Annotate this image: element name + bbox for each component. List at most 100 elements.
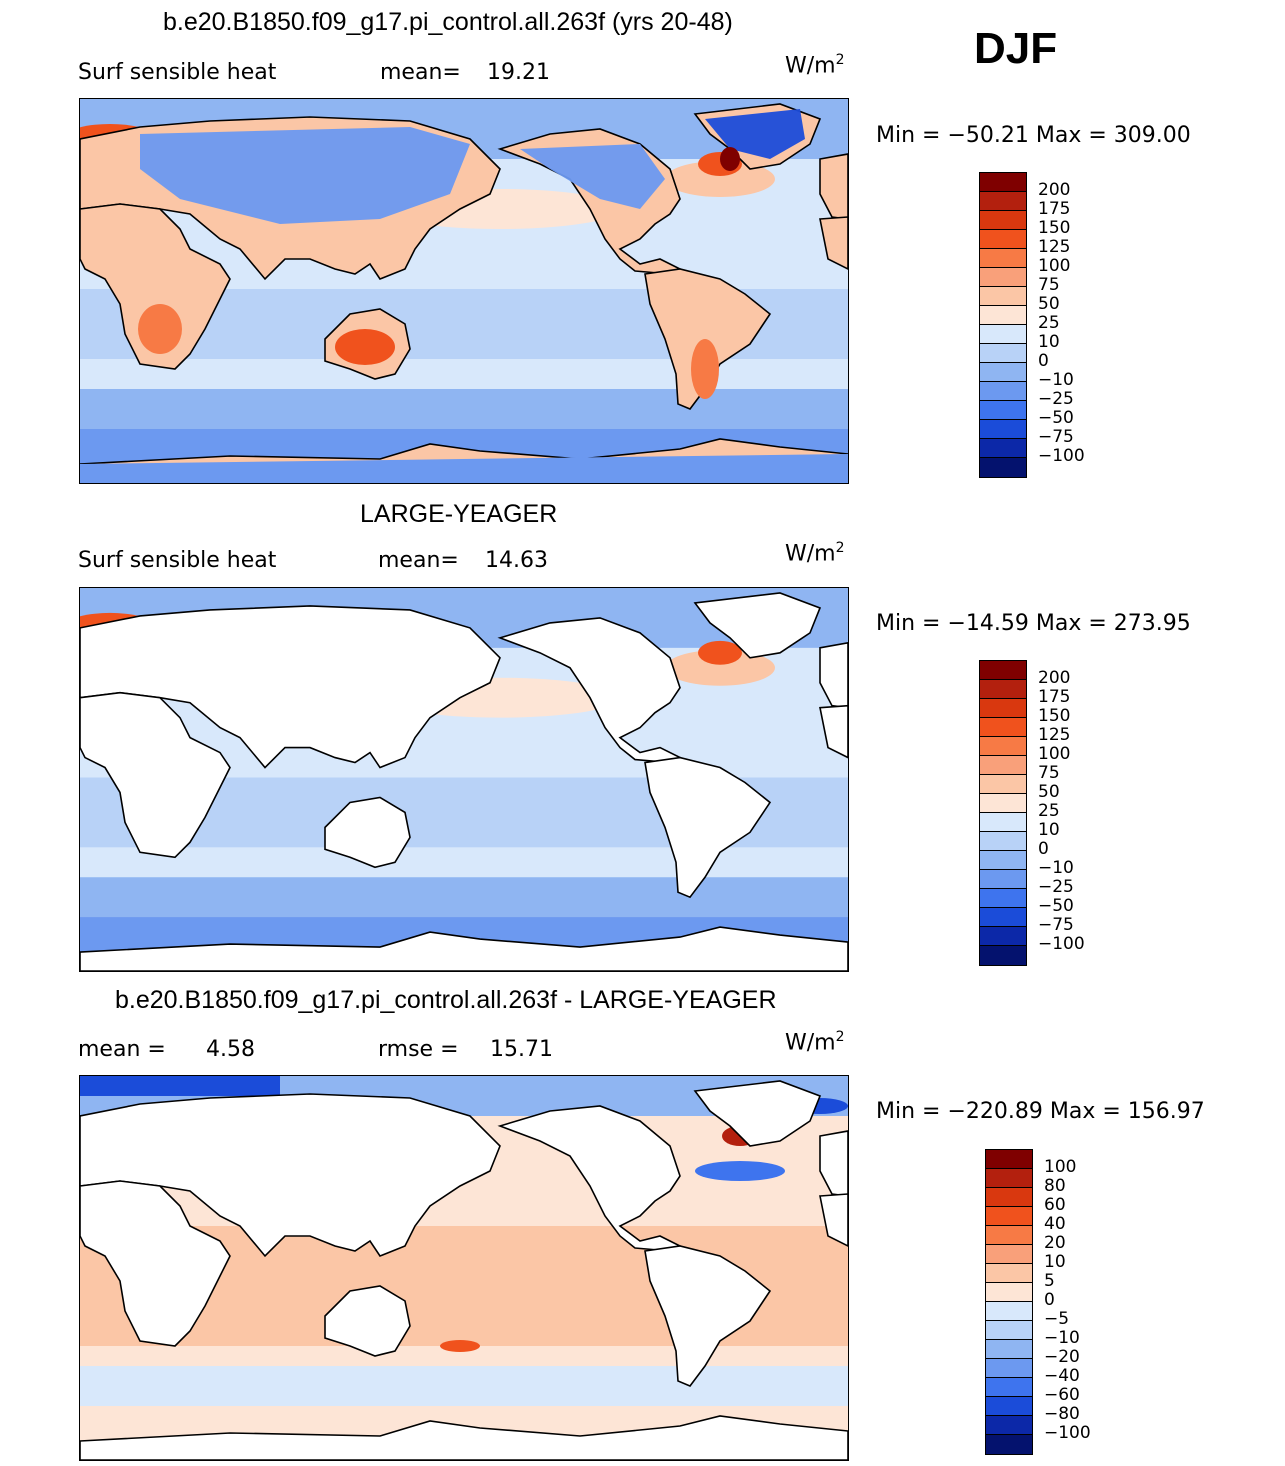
colorbar-swatch: [986, 1283, 1032, 1302]
colorbar-swatch: [980, 363, 1026, 382]
panel2-variable-label: Surf sensible heat: [78, 548, 277, 573]
coastline: [497, 1105, 682, 1252]
colorbar-swatch: [980, 230, 1026, 249]
colorbar-swatch: [980, 173, 1026, 192]
colorbar-tick-label: −60: [1044, 1385, 1080, 1405]
colorbar-tick-label: 150: [1038, 706, 1071, 726]
coastline: [819, 704, 848, 759]
colorbar-swatch: [986, 1397, 1032, 1416]
colorbar-tick-label: −100: [1038, 446, 1085, 466]
colorbar-tick-label: 200: [1038, 668, 1071, 688]
colorbar-swatch: [980, 382, 1026, 401]
colorbar-tick-label: −50: [1038, 408, 1074, 428]
coastline: [80, 926, 848, 971]
colorbar-swatch: [986, 1264, 1032, 1283]
colorbar-tick-label: −5: [1044, 1309, 1070, 1329]
panel3-rmse-value: 15.71: [490, 1037, 553, 1062]
panel2-mean-label: mean=: [378, 548, 459, 573]
colorbar-swatch: [986, 1150, 1032, 1169]
colorbar-tick-label: −10: [1044, 1328, 1080, 1348]
colorbar-swatch: [980, 946, 1026, 965]
colorbar-swatch: [980, 718, 1026, 737]
colorbar-swatch: [980, 851, 1026, 870]
colorbar-swatch: [980, 927, 1026, 946]
panel3-map: [79, 1075, 849, 1461]
colorbar-tick-label: 25: [1038, 801, 1060, 821]
colorbar-tick-label: −75: [1038, 915, 1074, 935]
coastline: [80, 605, 501, 769]
colorbar-swatch: [980, 344, 1026, 363]
colorbar-swatch: [986, 1321, 1032, 1340]
colorbar-swatch: [980, 458, 1026, 477]
map-canvas: [80, 99, 848, 483]
coastline: [324, 796, 411, 869]
colorbar-swatch: [980, 680, 1026, 699]
panel1-mean-label: mean=: [380, 60, 461, 85]
coastline: [693, 1080, 822, 1147]
colorbar-tick-label: 150: [1038, 218, 1071, 238]
colorbar-tick-label: 10: [1038, 332, 1060, 352]
colorbar-swatch: [980, 832, 1026, 851]
coastline: [324, 1285, 411, 1357]
panel1-units: W/m2: [785, 52, 845, 79]
colorbar-swatch: [986, 1226, 1032, 1245]
colorbar-swatch: [980, 889, 1026, 908]
colorbar-swatch: [980, 249, 1026, 268]
colorbar-swatch: [980, 306, 1026, 325]
colorbar-swatch: [980, 325, 1026, 344]
colorbar-tick-label: 75: [1038, 275, 1060, 295]
colorbar-swatch: [980, 756, 1026, 775]
panel3-units: W/m2: [785, 1029, 845, 1056]
colorbar-tick-label: 40: [1044, 1214, 1066, 1234]
colorbar-tick-label: 200: [1038, 180, 1071, 200]
colorbar-tick-label: −100: [1044, 1423, 1091, 1443]
colorbar-swatch: [980, 420, 1026, 439]
colorbar-swatch: [986, 1416, 1032, 1435]
colorbar-tick-label: −50: [1038, 896, 1074, 916]
coastline: [819, 216, 848, 270]
panel1-title: b.e20.B1850.f09_g17.pi_control.all.263f …: [163, 8, 733, 36]
colorbar-tick-label: 5: [1044, 1271, 1055, 1291]
colorbar-tick-label: 10: [1044, 1252, 1066, 1272]
coastline: [80, 1180, 231, 1347]
colorbar-swatch: [980, 870, 1026, 889]
panel3-title: b.e20.B1850.f09_g17.pi_control.all.263f …: [115, 986, 777, 1014]
coastline: [80, 691, 231, 859]
colorbar-swatch: [980, 401, 1026, 420]
panel3-rmse-label: rmse =: [378, 1037, 459, 1062]
colorbar-swatch: [980, 737, 1026, 756]
panel3-colorbar: [985, 1149, 1033, 1455]
panel1-variable-label: Surf sensible heat: [78, 60, 277, 85]
colorbar-swatch: [980, 699, 1026, 718]
colorbar-tick-label: 10: [1038, 820, 1060, 840]
coastline: [80, 1093, 501, 1258]
colorbar-swatch: [980, 813, 1026, 832]
colorbar-swatch: [986, 1245, 1032, 1264]
colorbar-tick-label: −75: [1038, 427, 1074, 447]
map-canvas: [80, 588, 848, 971]
colorbar-tick-label: −20: [1044, 1347, 1080, 1367]
panel2-units: W/m2: [785, 540, 845, 567]
colorbar-tick-label: 50: [1038, 294, 1060, 314]
colorbar-tick-label: 25: [1038, 313, 1060, 333]
coastline: [80, 1415, 848, 1460]
colorbar-tick-label: −100: [1038, 934, 1085, 954]
colorbar-tick-label: 175: [1038, 687, 1071, 707]
panel2-mean-value: 14.63: [485, 548, 548, 573]
colorbar-swatch: [980, 287, 1026, 306]
colorbar-tick-label: −80: [1044, 1404, 1080, 1424]
colorbar-swatch: [986, 1302, 1032, 1321]
panel2-minmax: Min = −14.59 Max = 273.95: [876, 611, 1191, 636]
panel1-mean-value: 19.21: [487, 60, 550, 85]
colorbar-swatch: [986, 1378, 1032, 1397]
colorbar-tick-label: −25: [1038, 877, 1074, 897]
colorbar-swatch: [980, 211, 1026, 230]
colorbar-tick-label: 75: [1038, 763, 1060, 783]
colorbar-swatch: [980, 439, 1026, 458]
colorbar-tick-label: 100: [1038, 744, 1071, 764]
colorbar-tick-label: 0: [1044, 1290, 1055, 1310]
coastline: [819, 1193, 848, 1247]
colorbar-tick-label: −40: [1044, 1366, 1080, 1386]
colorbar-swatch: [980, 268, 1026, 287]
panel3-minmax: Min = −220.89 Max = 156.97: [876, 1099, 1205, 1124]
